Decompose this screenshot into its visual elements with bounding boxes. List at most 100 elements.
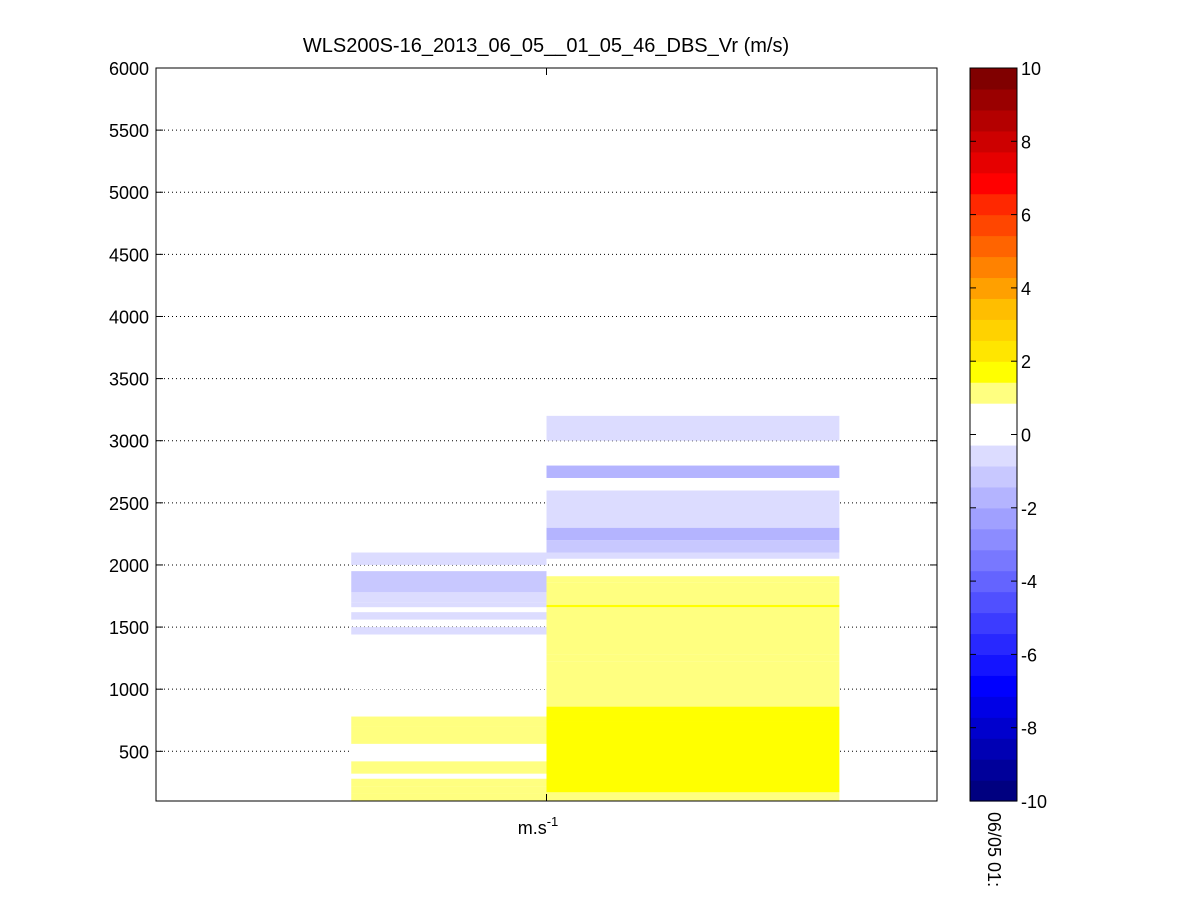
- colorbar-segment: [970, 319, 1017, 341]
- colorbar-segment: [970, 633, 1017, 655]
- colorbar-segment: [970, 235, 1017, 258]
- heatmap-cell: [546, 721, 840, 793]
- colorbar-segment: [970, 340, 1017, 362]
- y-axis-ticks: 500 1000 1500 2000 2500 3000 3500 4000 4500 5000 5…: [109, 59, 937, 801]
- chart-title: WLS200S-16_2013_06_05__01_05_46_DBS_Vr (…: [303, 35, 789, 57]
- heatmap-column-2: [546, 415, 840, 801]
- heatmap-cell: [351, 612, 547, 620]
- colorbar-segment: [970, 68, 1017, 90]
- heatmap-cell: [546, 527, 840, 541]
- colorbar-segment: [970, 193, 1017, 216]
- heatmap-cell: [546, 582, 840, 605]
- heatmap-cell: [546, 604, 840, 608]
- heatmap-cell: [546, 706, 840, 722]
- y-tick-label: 4500: [109, 245, 149, 265]
- y-tick-label: 500: [119, 742, 149, 762]
- colorbar-segment: [970, 214, 1017, 237]
- colorbar-segment: [970, 696, 1017, 718]
- heatmap-cell: [546, 661, 840, 707]
- x-axis-label-base: m.s: [518, 818, 547, 838]
- heatmap-cell: [351, 761, 547, 774]
- colorbar-segment: [970, 738, 1017, 760]
- y-tick-label: 2500: [109, 494, 149, 514]
- heatmap-cell: [546, 792, 840, 801]
- time-label: 06/05 01:: [984, 812, 1004, 887]
- colorbar-tick-label: -6: [1021, 645, 1037, 665]
- colorbar-segment: [970, 403, 1017, 425]
- y-tick-label: 1000: [109, 680, 149, 700]
- heatmap-cell: [351, 778, 547, 787]
- colorbar-segment: [970, 172, 1017, 195]
- colorbar-tick-label: 10: [1021, 59, 1041, 79]
- colorbar-tick-label: -4: [1021, 572, 1037, 592]
- heatmap-cell: [351, 793, 547, 801]
- heatmap-cell: [351, 552, 547, 565]
- heatmap-cell: [351, 602, 547, 608]
- y-tick-label: 5000: [109, 183, 149, 203]
- heatmap-cell: [546, 576, 840, 583]
- colorbar-segment: [970, 612, 1017, 635]
- y-tick-label: 3000: [109, 432, 149, 452]
- colorbar-segment: [970, 528, 1017, 551]
- heatmap-cell: [351, 716, 547, 727]
- colorbar-tick-label: 8: [1021, 132, 1031, 152]
- colorbar-segment: [970, 654, 1017, 676]
- colorbar-tick-label: -8: [1021, 719, 1037, 739]
- heatmap-cell: [546, 607, 840, 655]
- colorbar-segment: [970, 675, 1017, 697]
- colorbar-segment: [970, 759, 1017, 781]
- heatmap-cell: [351, 691, 547, 712]
- y-tick-label: 5500: [109, 121, 149, 141]
- heatmap-cell: [351, 571, 547, 593]
- colorbar-segment: [970, 507, 1017, 530]
- heatmap-cell: [546, 654, 840, 662]
- colorbar-segment: [970, 298, 1017, 320]
- heatmap-cell: [351, 592, 547, 603]
- y-tick-label: 4000: [109, 307, 149, 327]
- x-axis-label: m.s-1: [518, 814, 559, 838]
- heatmap-cell: [546, 490, 840, 528]
- colorbar-segment: [970, 424, 1017, 446]
- heatmap-cell: [351, 743, 547, 762]
- colorbar-segment: [970, 277, 1017, 299]
- colorbar-segment: [970, 382, 1017, 404]
- heatmap-cell: [351, 786, 547, 794]
- colorbar-segment: [970, 130, 1017, 153]
- y-tick-label: 1500: [109, 618, 149, 638]
- heatmap-cell: [546, 540, 840, 553]
- colorbar-tick-label: 0: [1021, 426, 1031, 446]
- heatmap-cell: [546, 477, 840, 491]
- colorbar-tick-label: -10: [1021, 792, 1047, 812]
- colorbar: [970, 68, 1017, 802]
- y-tick-label: 6000: [109, 59, 149, 79]
- heatmap-cell: [351, 540, 547, 547]
- colorbar-tick-label: 4: [1021, 279, 1031, 299]
- heatmap-cell: [351, 711, 547, 717]
- heatmap-cell: [351, 627, 547, 635]
- y-tick-label: 2000: [109, 556, 149, 576]
- heatmap-cell: [351, 726, 547, 744]
- colorbar-segment: [970, 591, 1017, 614]
- colorbar-segment: [970, 570, 1017, 593]
- heatmap-cell: [351, 773, 547, 779]
- colorbar-ticks: -10 -8 -6 -4 -2 0 2 4 6 8 10: [970, 59, 1047, 812]
- heatmap-cell: [546, 415, 840, 441]
- colorbar-segment: [970, 486, 1017, 509]
- heatmap-cell: [546, 552, 840, 559]
- colorbar-segment: [970, 361, 1017, 383]
- colorbar-segment: [970, 444, 1017, 467]
- colorbar-segment: [970, 780, 1017, 802]
- colorbar-tick-label: 6: [1021, 206, 1031, 226]
- heatmap-cell: [546, 465, 840, 478]
- heatmap-cell: [546, 572, 840, 577]
- colorbar-segment: [970, 151, 1017, 174]
- heatmap-cell: [351, 664, 547, 690]
- colorbar-segment: [970, 256, 1017, 279]
- colorbar-segment: [970, 549, 1017, 572]
- colorbar-segment: [970, 465, 1017, 488]
- heatmap-column-1: [351, 540, 547, 801]
- colorbar-tick-label: -2: [1021, 499, 1037, 519]
- heatmap-cells: [351, 415, 840, 801]
- x-axis-label-exponent: -1: [547, 814, 559, 829]
